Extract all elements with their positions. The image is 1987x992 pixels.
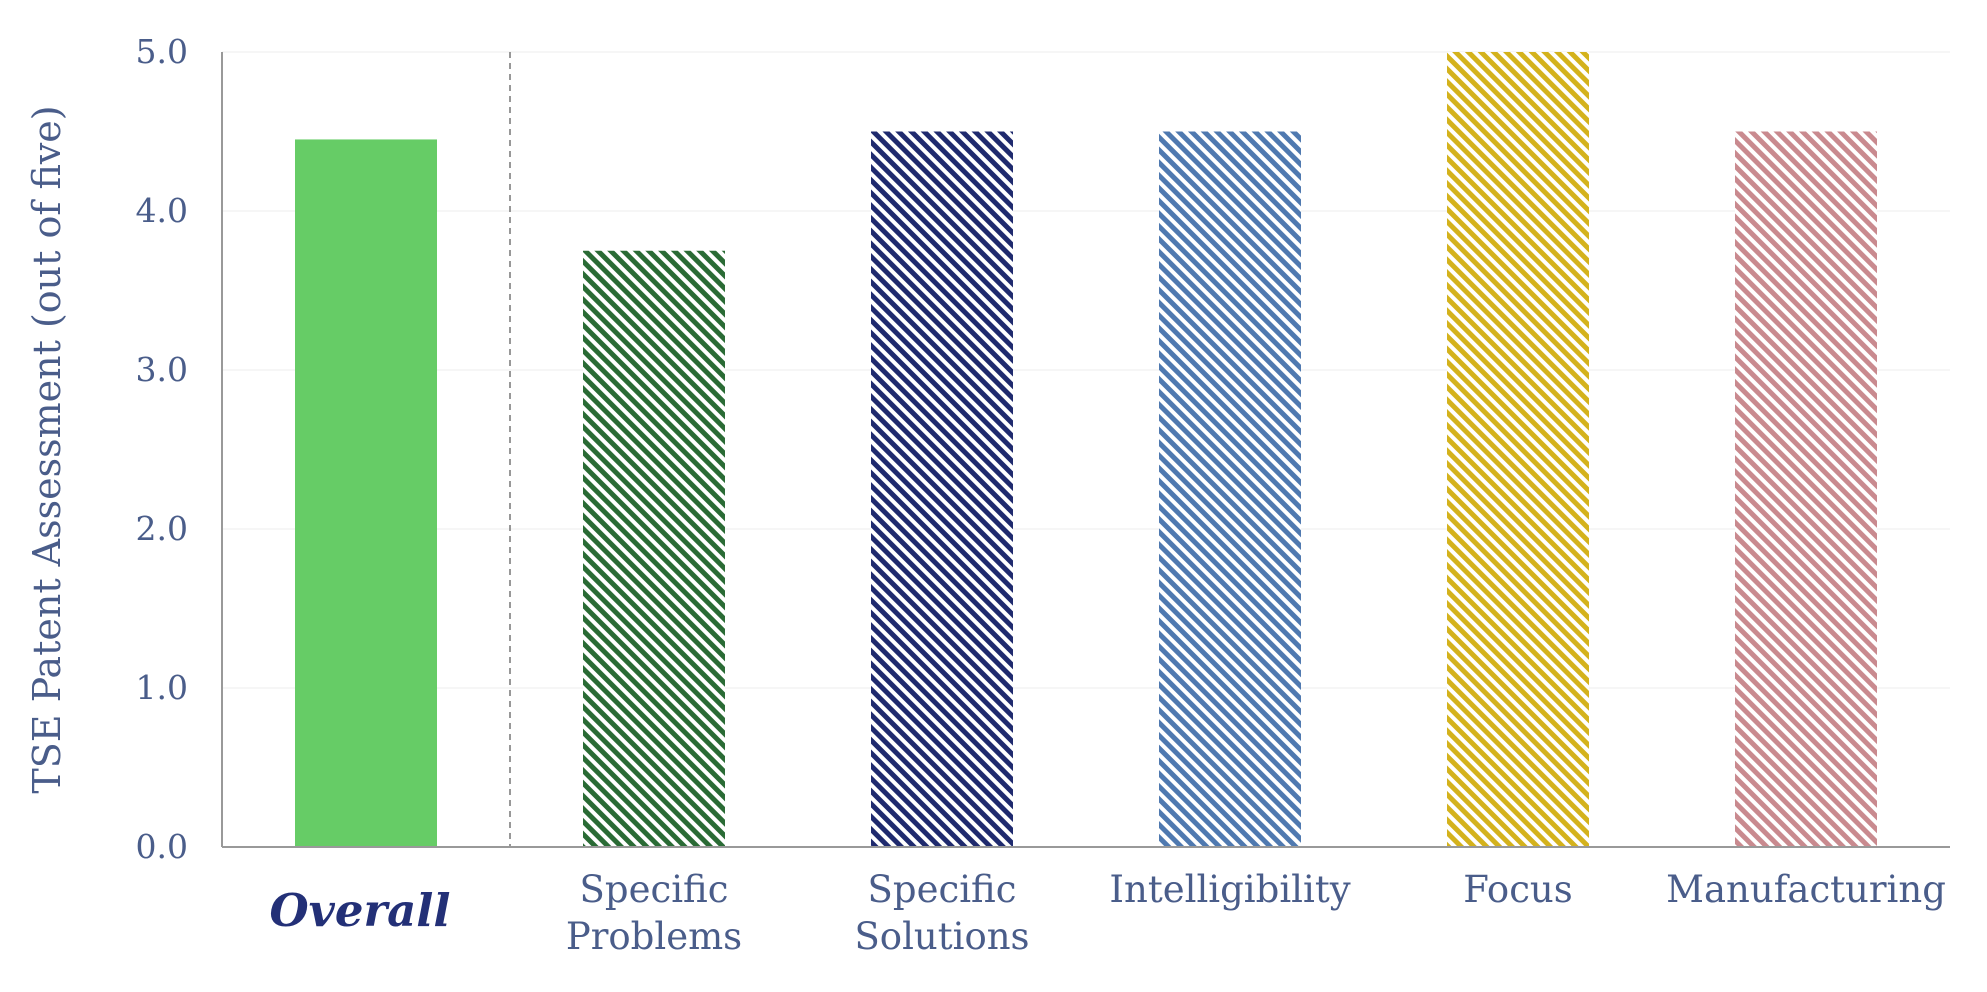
y-tick-label: 3.0 [136,350,188,389]
bar-specific-problems [583,250,725,847]
y-tick-label: 5.0 [136,32,188,71]
x-tick-label: Problems [566,915,742,958]
x-tick-label: Focus [1463,868,1572,911]
bar-manufacturing [1735,131,1877,847]
x-tick-label: Specific [580,868,729,911]
x-tick-label: Intelligibility [1109,868,1350,911]
axes [221,52,1950,848]
bar-intelligibility [1159,131,1301,847]
bar-focus [1447,52,1589,847]
x-tick-label: Overall [269,884,450,937]
bar-specific-solutions [871,131,1013,847]
bar-overall [295,139,437,847]
x-tick-label: Solutions [854,915,1029,958]
x-tick-label: Manufacturing [1666,868,1946,911]
grid-lines [222,51,1950,689]
y-tick-label: 0.0 [136,827,188,866]
y-tick-label: 2.0 [136,509,188,548]
bars [295,52,1877,847]
y-axis-title: TSE Patent Assessment (out of five) [25,105,69,793]
x-tick-label: Specific [868,868,1017,911]
y-tick-label: 4.0 [136,191,188,230]
labels: TSE Patent Assessment (out of five) 0.0 1… [25,32,1946,958]
y-tick-label: 1.0 [136,668,188,707]
